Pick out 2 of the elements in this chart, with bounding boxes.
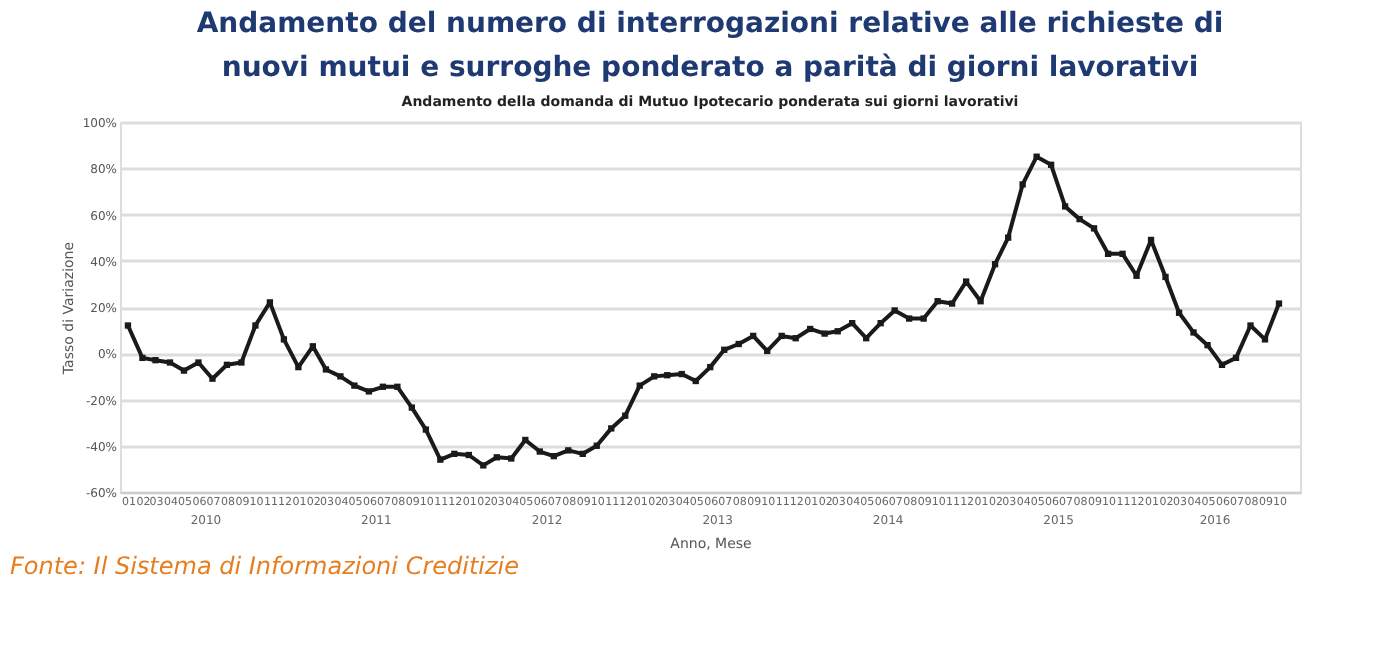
- chart-title: Andamento del numero di interrogazioni relative alle richieste di nuovi mutui e surroghe ponderato a parità di giorni lavorativi: [196, 8, 1224, 84]
- source-note: Fonte: Il Sistema di Informazioni Creditizie: [10, 552, 520, 580]
